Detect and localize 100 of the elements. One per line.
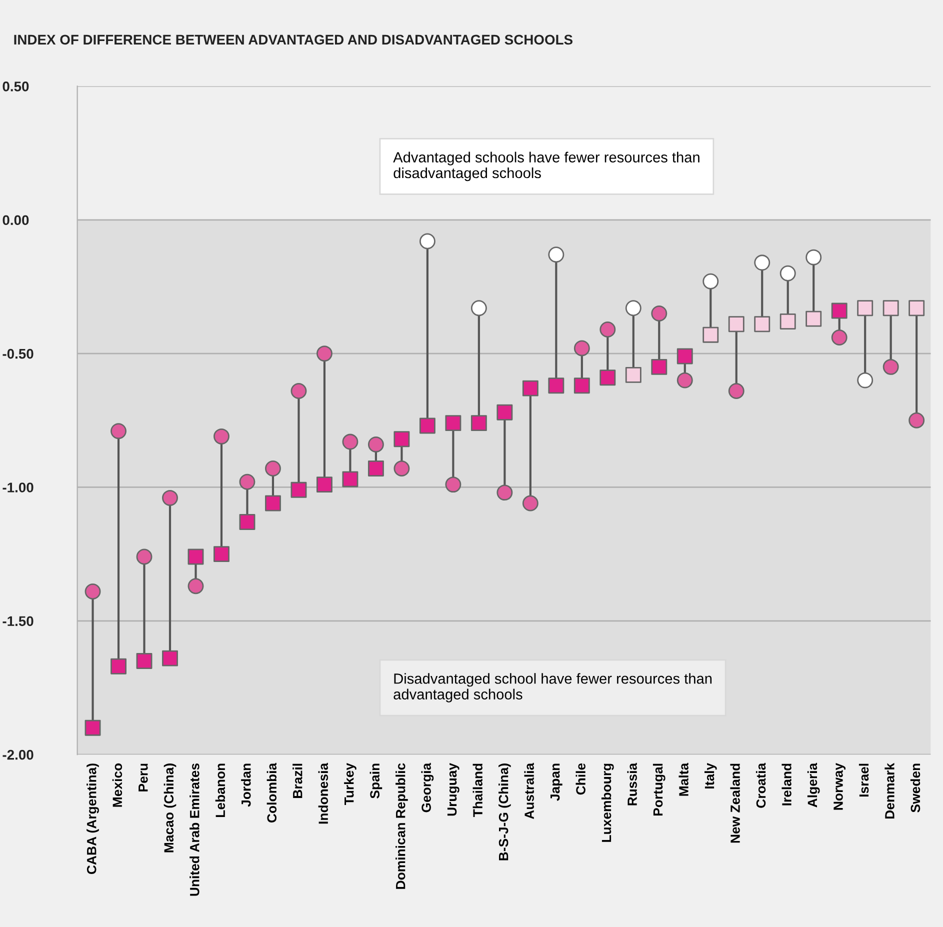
point [368, 436, 384, 452]
point [857, 300, 874, 316]
chart-title: INDEX OF DIFFERENCE BETWEEN ADVANTAGED AND DISADVANTAGED SCHOOLS [14, 34, 572, 45]
x-tick-label: CABA (Argentina) [86, 764, 99, 874]
x-tick-label: Croatia [756, 762, 766, 808]
y-tick-label: -1.00 [2, 482, 34, 492]
x-tick-label: Norway [834, 762, 846, 810]
x-tick-label: Peru [138, 764, 148, 792]
point [188, 578, 204, 594]
point [470, 415, 487, 432]
point [728, 316, 744, 332]
point [290, 383, 307, 399]
point [754, 316, 770, 332]
point [84, 720, 101, 736]
point [265, 495, 281, 512]
x-tick-label: United Arab Emirates [190, 763, 200, 896]
point [857, 372, 874, 388]
x-tick-label: Colombia [266, 762, 277, 822]
x-tick-label: Sweden [910, 764, 920, 812]
point [188, 548, 204, 565]
point [522, 380, 538, 396]
y-tick-label: 0.50 [2, 82, 29, 92]
point [162, 490, 178, 506]
point [84, 584, 101, 600]
x-tick-label: Luxembourg [601, 764, 614, 842]
x-tick-label: Brazil [292, 764, 302, 798]
point [394, 431, 410, 448]
x-tick-label: Japan [550, 764, 562, 801]
x-tick-label: Australia [524, 762, 534, 820]
point [496, 404, 513, 420]
point [214, 546, 230, 562]
x-tick-label: Israel [858, 764, 869, 797]
x-tick-label: Indonesia [318, 762, 328, 824]
point [394, 460, 410, 476]
point [882, 300, 899, 316]
x-tick-label: Spain [370, 764, 382, 798]
point [445, 415, 462, 432]
point [806, 310, 822, 327]
x-tick-label: New Zealand [730, 764, 740, 843]
x-tick-label: Ireland [782, 764, 792, 806]
x-tick-label: Jordan [241, 764, 251, 807]
point [651, 358, 668, 375]
point [728, 383, 744, 399]
point [239, 474, 256, 490]
point [496, 484, 513, 501]
x-tick-label: Thailand [472, 764, 482, 818]
x-tick-label: Lebanon [215, 764, 226, 817]
x-tick-label: Turkey [344, 762, 356, 806]
point [290, 482, 307, 498]
point [136, 548, 152, 565]
point [574, 378, 590, 394]
point [831, 330, 848, 346]
annotation: Advantaged schools have fewer resources than disadvantaged schools [393, 152, 700, 182]
x-tick-label: Mexico [112, 763, 122, 807]
point [548, 246, 564, 263]
x-tick-label: Malta [678, 762, 688, 796]
annotation: Disadvantaged school have fewer resources than advantaged schools [394, 673, 712, 702]
point [214, 428, 230, 444]
point [702, 326, 719, 343]
y-tick-label: -1.50 [2, 616, 34, 626]
x-tick-label: Chile [576, 763, 586, 795]
y-tick-label: 0.00 [2, 215, 29, 226]
x-tick-label: Portugal [652, 764, 666, 816]
point [780, 314, 796, 330]
point [110, 658, 126, 674]
point [651, 305, 668, 322]
point [754, 254, 770, 271]
point [882, 358, 899, 375]
point [831, 302, 848, 319]
point [265, 460, 281, 476]
point [780, 265, 796, 282]
point [136, 653, 152, 669]
point [548, 378, 564, 394]
x-tick-label: Macao (China) [164, 764, 176, 852]
x-tick-label: Denmark [884, 762, 894, 818]
y-tick-label: -0.50 [2, 348, 34, 359]
point [316, 476, 332, 493]
point [445, 476, 462, 493]
point [574, 340, 590, 356]
x-tick-label: Dominican Republic [396, 763, 408, 889]
x-tick-label: Italy [704, 762, 717, 788]
point [600, 322, 616, 338]
x-tick-label: Georgia [421, 762, 434, 812]
point [600, 370, 616, 386]
point [625, 366, 642, 383]
point [908, 412, 925, 428]
point [702, 273, 719, 290]
point [162, 650, 178, 666]
point [470, 300, 487, 316]
point [342, 434, 358, 450]
point [342, 471, 358, 488]
point [239, 514, 256, 530]
y-tick-label: -2.00 [2, 750, 34, 760]
x-tick-label: Algeria [807, 762, 820, 808]
point [419, 233, 436, 250]
point [419, 418, 436, 434]
x-tick-label: Uruguay [447, 762, 460, 816]
point [110, 423, 126, 440]
point [368, 460, 384, 476]
point [806, 249, 822, 266]
